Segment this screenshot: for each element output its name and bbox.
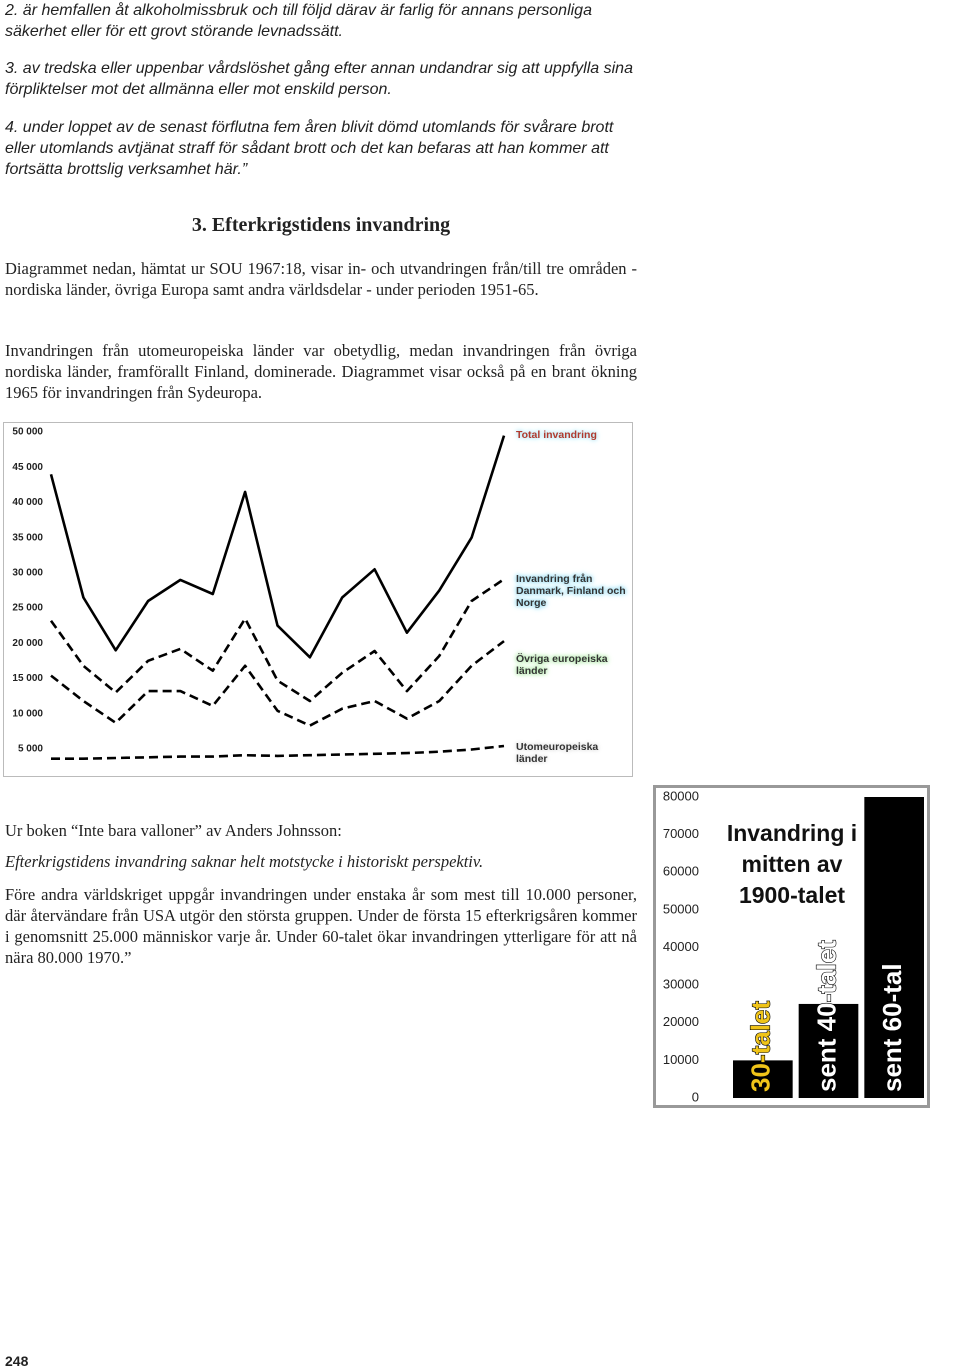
y-tick-label: 10000 [663,1052,699,1067]
quote-source: Ur boken “Inte bara valloner” av Anders … [5,821,342,840]
legend-label: Utomeuropeiska länder [516,741,599,765]
y-tick-label: 60000 [663,864,699,879]
page-number: 248 [5,1353,29,1369]
y-tick-label: 15 000 [12,673,43,684]
list-item: 3. av tredska eller uppenbar vårdslöshet… [5,60,633,98]
data-line [50,640,505,727]
section-heading: 3. Efterkrigstidens invandring [191,214,451,236]
y-tick-label: 30000 [663,977,699,992]
legend-label: Övriga europeiska länder [516,653,608,677]
data-line [49,578,505,703]
chart-canvas: 0 10000 20000 30000 40000 50000 60000 70000 8000… [663,788,924,1104]
quote-lead: Efterkrigstidens invandring saknar helt … [5,852,484,871]
data-line [49,435,506,659]
y-tick-label: 50 000 [12,427,43,438]
y-tick-label: 20000 [663,1014,699,1029]
y-tick-label: 25 000 [12,603,43,614]
y-tick-label: 45 000 [12,462,43,473]
y-tick-label: 20 000 [12,638,43,649]
y-tick-label: 10 000 [12,708,43,719]
legend-label: Invandring från Danmark, Finland och Nor… [516,573,626,609]
bar [733,1060,793,1098]
category-label: sent 60-tal [877,963,907,1092]
legend-label: Total invandring [516,429,597,441]
y-tick-label: 5 000 [18,743,43,754]
bar [798,1003,859,1098]
list-item: 4. under loppet av de senast förflutna f… [5,119,614,178]
data-line [51,744,505,760]
bar [864,797,924,1098]
y-tick-label: 50000 [663,901,699,916]
y-tick-label: 80000 [663,788,699,803]
category-label: 30-talet [746,1001,776,1092]
y-tick-label: 30 000 [12,567,43,578]
line-chart: 5 000 10 000 15 000 20 000 25 000 30 000 35 00… [3,422,633,777]
y-tick-label: 40000 [663,939,699,954]
y-tick-label: 0 [692,1089,699,1104]
bar-chart: 0 10000 20000 30000 40000 50000 60000 70000 8000… [653,785,930,1108]
quote-body: Före andra världskriget uppgår invandrin… [5,885,637,967]
chart-title: Invandring i mitten av 1900-talet [726,820,858,908]
category-label: sent 40-talet [811,940,841,1092]
y-tick-label: 40 000 [12,497,43,508]
paragraph: Invandringen från utomeuropeiska länder … [5,341,637,402]
paragraph: Diagrammet nedan, hämtat ur SOU 1967:18,… [5,259,637,299]
list-item: 2. är hemfallen åt alkoholmissbruk och t… [5,2,592,40]
y-tick-label: 70000 [663,826,699,841]
chart-canvas: 5 000 10 000 15 000 20 000 25 000 30 000 35 00… [12,427,506,760]
y-tick-label: 35 000 [12,532,43,543]
